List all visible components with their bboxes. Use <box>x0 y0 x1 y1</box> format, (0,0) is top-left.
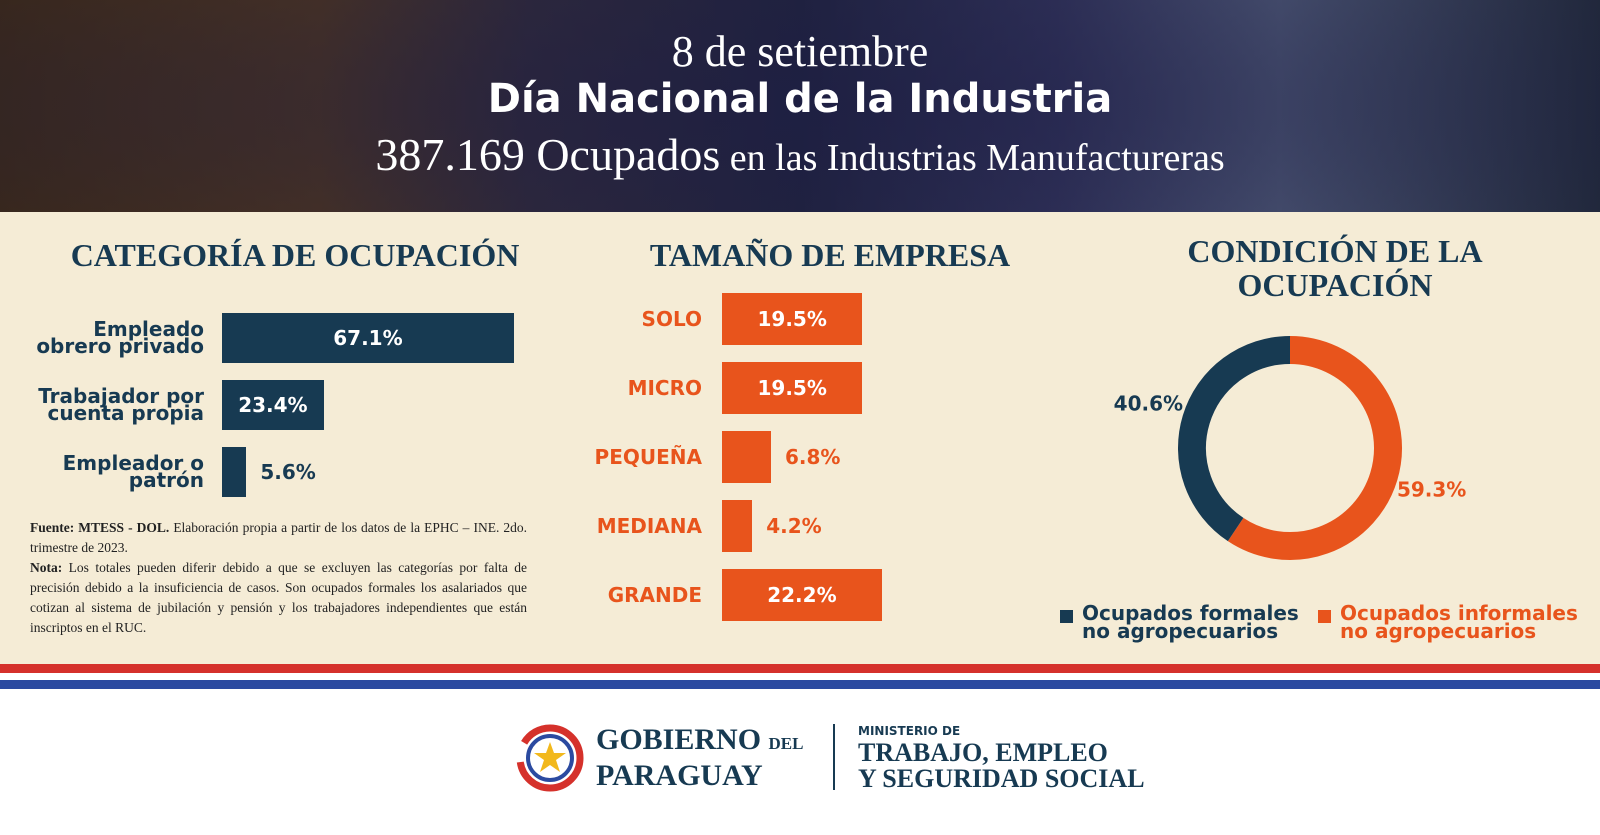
bar <box>722 500 753 552</box>
emblem-ring-blue <box>526 734 574 782</box>
source-label: Fuente: MTESS - DOL. <box>30 520 170 535</box>
coat-of-arms <box>516 724 584 792</box>
chart-title: CONDICIÓN DE LA OCUPACIÓN <box>1187 233 1483 303</box>
legend-label: Ocupados informales no agropecuarios <box>1340 601 1578 643</box>
bar <box>722 362 863 414</box>
subtitle-strong: 387.169 Ocupados <box>375 129 721 180</box>
category-label: Empleador o patrón <box>62 451 204 492</box>
gov-line2: PARAGUAY <box>596 759 763 792</box>
bar <box>722 569 882 621</box>
value-label: 5.6% <box>260 460 316 484</box>
emblem-star <box>534 742 566 772</box>
ministry-line1: TRABAJO, EMPLEO <box>858 738 1108 767</box>
category-label: PEQUEÑA <box>594 444 702 469</box>
value-label: 40.6% <box>1114 392 1183 416</box>
header-date: 8 de setiembre <box>671 27 929 76</box>
category-label: GRANDE <box>607 582 702 607</box>
nota-label: Nota: <box>30 560 63 575</box>
category-label: MEDIANA <box>596 513 702 538</box>
header-title: Día Nacional de la Industria <box>487 76 1113 122</box>
nota-text: Los totales pueden diferir debido a que … <box>30 560 527 635</box>
category-label: Empleado obrero privado <box>36 317 204 358</box>
bar <box>722 431 771 483</box>
category-label: MICRO <box>627 375 702 400</box>
legend-label: Ocupados formales no agropecuarios <box>1082 601 1299 643</box>
value-label: 23.4% <box>238 393 308 417</box>
footer-divider <box>833 724 835 790</box>
category-label: SOLO <box>641 306 702 331</box>
gov-line1: GOBIERNO <box>596 723 762 756</box>
value-label: 67.1% <box>333 326 403 350</box>
bar <box>222 447 247 497</box>
bar <box>222 380 324 430</box>
category-label: Trabajador por cuenta propia <box>38 384 204 425</box>
value-label: 22.2% <box>767 583 837 607</box>
value-label: 59.3% <box>1397 477 1466 501</box>
donut-segment <box>1178 336 1291 542</box>
donut-chart: 59.3% 40.6% <box>1114 336 1466 560</box>
ministry-name: TRABAJO, EMPLEO Y SEGURIDAD SOCIAL <box>858 740 1145 792</box>
chart-title: CATEGORÍA DE OCUPACIÓN <box>70 237 520 273</box>
subtitle-rest: en las Industrias Manufactureras <box>729 137 1225 179</box>
ministry-line2: Y SEGURIDAD SOCIAL <box>858 764 1145 793</box>
gov-name: GOBIERNO DEL PARAGUAY <box>596 724 804 792</box>
bar <box>722 293 863 345</box>
chart-title: TAMAÑO DE EMPRESA <box>649 237 1011 273</box>
bar <box>222 313 514 363</box>
flag-stripe-blue <box>0 680 1600 689</box>
legend-swatch <box>1318 610 1331 623</box>
source-note: Fuente: MTESS - DOL. Elaboración propia … <box>30 518 527 638</box>
value-label: 4.2% <box>766 514 822 538</box>
header-shade <box>0 0 1600 212</box>
header-subtitle: 387.169 Ocupados en las Industrias Manuf… <box>0 128 1600 181</box>
legend-swatch <box>1060 610 1073 623</box>
emblem-wreath-red <box>516 724 584 792</box>
value-label: 19.5% <box>757 376 827 400</box>
header: 8 de setiembre Día Nacional de la Indust… <box>0 0 1600 212</box>
source-text: Elaboración propia a partir de los datos… <box>30 520 527 555</box>
ministry-small: MINISTERIO DE <box>858 724 961 738</box>
donut-segment <box>1227 336 1402 560</box>
value-label: 6.8% <box>784 445 841 469</box>
gov-del: DEL <box>768 734 804 753</box>
flag-stripe-red <box>0 664 1600 673</box>
value-label: 19.5% <box>757 307 827 331</box>
